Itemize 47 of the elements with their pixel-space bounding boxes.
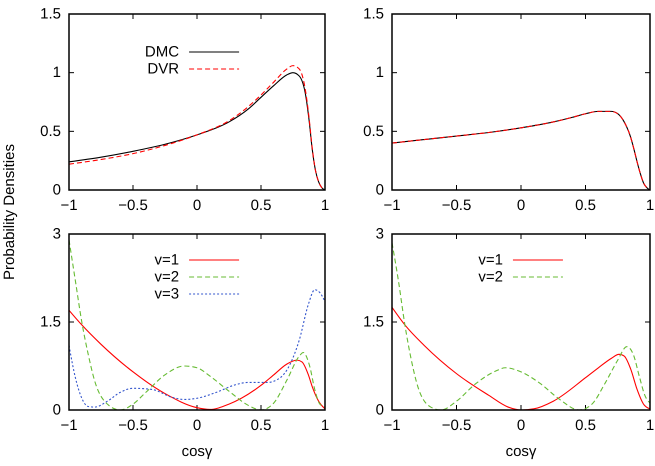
x-tick-label: −1	[60, 197, 78, 214]
x-tick-label: −0.5	[442, 197, 472, 214]
legend-label: DVR	[147, 60, 180, 78]
x-tick-label: 1	[646, 197, 654, 214]
x-tick-label: 0.5	[575, 197, 596, 214]
x-tick-label: 1	[320, 417, 330, 434]
x-tick-label: 1	[320, 197, 330, 214]
line-series	[69, 310, 325, 410]
y-tick-label: 0	[52, 182, 61, 198]
x-axis-title: cosγ	[506, 443, 537, 460]
line-series	[392, 306, 650, 410]
y-tick-label: 3	[376, 226, 384, 242]
y-tick-label: 1.5	[40, 6, 61, 22]
y-tick-label: 0.5	[363, 122, 384, 140]
y-tick-label: 0	[376, 182, 384, 198]
y-tick-label: 0	[376, 402, 384, 418]
x-tick-label: 0.5	[250, 417, 272, 434]
x-tick-label: 0	[516, 197, 526, 214]
y-tick-label: 1	[376, 64, 384, 82]
legend-label: v=1	[478, 252, 503, 268]
x-tick-label: −0.5	[118, 197, 148, 214]
x-tick-label: 0	[516, 417, 526, 434]
x-tick-label: 0.5	[575, 417, 596, 434]
y-axis-title: Probability Densities	[1, 144, 18, 280]
x-tick-label: −1	[60, 417, 78, 434]
y-tick-label: 0	[52, 402, 61, 418]
x-tick-label: 0	[192, 197, 202, 214]
x-tick-label: −0.5	[118, 417, 148, 434]
legend-label: v=3	[154, 286, 180, 302]
x-tick-label: 0	[192, 417, 202, 434]
legend-label: v=2	[478, 268, 503, 286]
y-tick-label: 0.5	[40, 122, 61, 140]
legend-label: v=2	[154, 268, 180, 286]
x-tick-label: −1	[383, 417, 401, 434]
x-tick-label: −0.5	[442, 417, 472, 434]
line-series	[69, 289, 325, 408]
y-tick-label: 1.5	[40, 314, 61, 330]
y-tick-label: 1.5	[363, 6, 384, 22]
y-tick-label: 1	[52, 64, 61, 82]
x-axis-title: cosγ	[182, 443, 213, 460]
x-tick-label: 1	[646, 417, 654, 434]
x-tick-label: −1	[383, 197, 401, 214]
legend-label: v=1	[154, 252, 180, 268]
legend-label: DMC	[144, 44, 180, 60]
x-tick-label: 0.5	[250, 197, 272, 214]
y-tick-label: 3	[52, 226, 61, 242]
y-tick-label: 1.5	[363, 314, 384, 330]
